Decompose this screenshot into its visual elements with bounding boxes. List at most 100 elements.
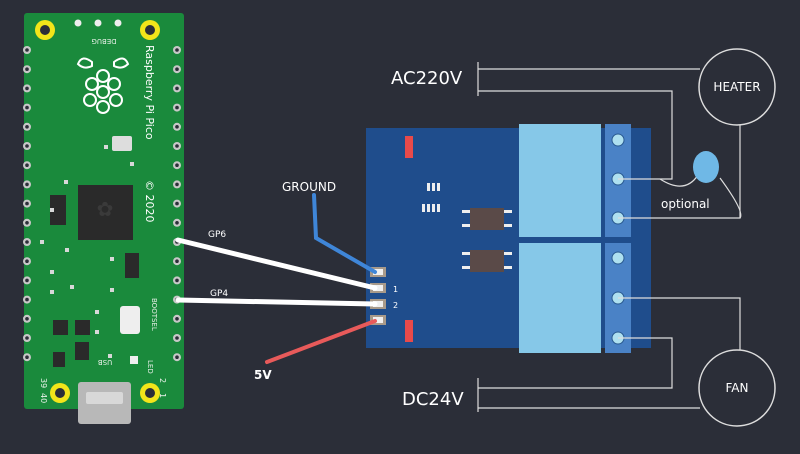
gpio-pin-hole xyxy=(175,259,179,264)
ac-line-bottom xyxy=(478,90,673,180)
gpio-pin-hole xyxy=(175,144,179,148)
optocoupler xyxy=(462,250,512,272)
pin-row-left xyxy=(23,46,31,362)
board-year: © 2020 xyxy=(143,180,156,223)
gpio-pin-hole xyxy=(175,67,179,71)
gpio-pin-hole xyxy=(175,317,179,321)
relay-block-1 xyxy=(519,124,601,237)
gpio-pin-hole xyxy=(175,105,179,110)
gpio-pin-hole xyxy=(25,182,29,187)
optional-component xyxy=(693,151,719,183)
optional-branch-b xyxy=(719,177,742,219)
gpio-pin-hole xyxy=(25,317,29,321)
terminal-screw[interactable] xyxy=(611,251,625,265)
pin-row-right xyxy=(173,46,181,362)
gpio-pin-hole xyxy=(175,355,179,360)
gpio-pin-hole xyxy=(25,221,29,225)
gpio-pin-hole xyxy=(25,201,29,206)
wire-label-gp6: GP6 xyxy=(208,230,226,240)
relay-board xyxy=(366,128,651,348)
wire-label-5v: 5V xyxy=(254,368,272,382)
dc-line-top xyxy=(478,337,673,389)
gpio-pin-hole xyxy=(25,278,29,283)
optional-label: optional xyxy=(661,197,710,211)
relay-module: 1 2 xyxy=(366,124,651,353)
gpio-pin-hole xyxy=(175,48,179,52)
debug-header xyxy=(74,19,122,27)
power-led xyxy=(405,136,413,158)
gpio-pin-hole xyxy=(25,48,29,52)
wire-gp6[interactable] xyxy=(175,237,378,291)
mounting-holes xyxy=(35,20,160,403)
gpio-pin-hole xyxy=(175,201,179,206)
wire-label-gp4: GP4 xyxy=(210,289,228,299)
gpio-pin-hole xyxy=(175,336,179,340)
fan-load xyxy=(698,349,776,427)
gpio-pin-hole xyxy=(175,278,179,283)
gpio-pin-hole xyxy=(25,259,29,264)
load-wires xyxy=(477,62,742,412)
led-component xyxy=(130,356,138,364)
chip-logo-icon: ✿ xyxy=(97,197,114,221)
input-header xyxy=(370,267,386,325)
crystal-component xyxy=(112,136,132,151)
gpio-pin-hole xyxy=(25,125,29,129)
relay2-to-fan xyxy=(618,297,741,352)
mount-hole-center xyxy=(55,388,65,398)
relay-block-2 xyxy=(519,243,601,353)
pin-label-2: 2 xyxy=(158,378,167,383)
signal-wires xyxy=(175,193,378,364)
mount-hole-center xyxy=(40,25,50,35)
board-name: Raspberry Pi Pico xyxy=(143,45,156,140)
gpio-pin-hole xyxy=(25,355,29,360)
gpio-pin-hole xyxy=(175,86,179,91)
bootsel-label: BOOTSEL xyxy=(150,298,158,331)
gpio-pin-hole xyxy=(25,105,29,110)
rp2040-chip xyxy=(78,185,133,240)
bootsel-button[interactable] xyxy=(120,306,140,334)
gpio-pin-hole xyxy=(25,86,29,91)
gpio-pin-hole xyxy=(25,144,29,148)
heater-label: HEATER xyxy=(713,80,760,94)
regulator-chip xyxy=(125,253,139,278)
relay-input-1-label: 1 xyxy=(393,285,398,294)
gpio-pin-hole xyxy=(175,182,179,187)
optocoupler xyxy=(462,208,512,230)
flash-chip xyxy=(50,195,66,225)
gpio-pin-hole xyxy=(25,240,29,244)
pin-label-39: 39 xyxy=(39,378,48,388)
ac-supply-label: AC220V xyxy=(391,68,463,89)
led-label: LED xyxy=(146,360,154,374)
usb-label: USB xyxy=(98,358,113,366)
terminal-screws xyxy=(611,133,625,345)
wire-gp4[interactable] xyxy=(175,297,378,307)
pin-label-1: 1 xyxy=(158,393,167,398)
gpio-pin-hole xyxy=(25,297,29,302)
relay-input-2-label: 2 xyxy=(393,301,398,310)
usb-port-icon xyxy=(86,392,123,404)
debug-label: DEBUG xyxy=(91,37,116,45)
dc-supply-label: DC24V xyxy=(402,389,464,410)
pico-board: DEBUG Raspberry Pi Pico © 2020 ✿ xyxy=(23,13,184,424)
pin-label-40: 40 xyxy=(39,393,48,403)
wire-ground[interactable] xyxy=(312,193,377,274)
fan-label: FAN xyxy=(726,381,749,395)
smd-component xyxy=(53,320,68,335)
gpio-pin-hole xyxy=(175,125,179,129)
status-led xyxy=(405,320,413,342)
smd-component xyxy=(53,352,65,367)
gpio-pin-hole xyxy=(25,336,29,340)
mount-hole-center xyxy=(145,25,155,35)
wire-label-ground: GROUND xyxy=(282,180,336,194)
heater-load xyxy=(698,48,776,126)
gpio-pin-hole xyxy=(25,163,29,167)
terminal-screw[interactable] xyxy=(611,133,625,147)
optional-branch-a xyxy=(659,174,699,187)
mount-hole-center xyxy=(145,388,155,398)
gpio-pin-hole xyxy=(175,221,179,225)
gpio-pin-hole xyxy=(175,163,179,167)
smd-resistors xyxy=(422,183,440,212)
wire-5v[interactable] xyxy=(265,319,377,364)
